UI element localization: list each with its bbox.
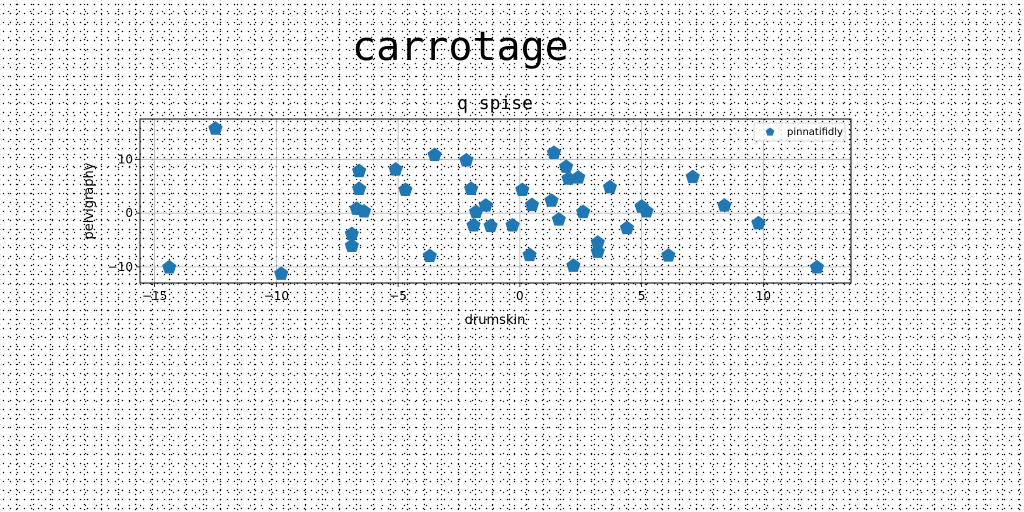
data-point: [571, 170, 586, 184]
page-title: carrotage: [352, 24, 569, 70]
x-tick-label: −10: [264, 289, 289, 303]
y-tick-label: 10: [118, 152, 133, 166]
data-point: [422, 248, 437, 263]
data-point: [427, 147, 442, 162]
data-point: [717, 198, 732, 212]
data-point: [619, 220, 635, 235]
data-point: [464, 181, 479, 195]
data-point: [352, 163, 367, 178]
data-point: [515, 182, 530, 197]
data-point: [505, 217, 520, 232]
data-point: [561, 171, 576, 185]
data-point: [546, 145, 562, 159]
data-point: [639, 203, 654, 218]
data-point: [208, 121, 223, 135]
x-tick-label: 10: [756, 289, 771, 303]
x-tick-label: −15: [142, 289, 167, 303]
legend-box: [753, 122, 846, 142]
data-point: [483, 218, 498, 233]
data-point: [352, 181, 367, 195]
data-point: [590, 244, 605, 258]
y-tick-label: −10: [108, 260, 133, 274]
grid: [140, 119, 851, 283]
data-point: [162, 259, 177, 274]
data-point: [459, 152, 474, 167]
y-axis-label: pelvigraphy: [82, 162, 97, 239]
axis-ticks: −15 −10 −5 0 5 10 −10 0 10: [108, 152, 771, 303]
plot-area-frame: [139, 118, 852, 284]
data-point: [478, 198, 493, 212]
legend-marker-icon: [765, 127, 775, 136]
data-point: [566, 258, 581, 272]
data-point: [274, 266, 289, 280]
data-point: [576, 204, 591, 219]
data-point: [661, 248, 676, 262]
data-point: [524, 197, 540, 212]
x-tick-label: 0: [516, 289, 524, 303]
data-point: [466, 217, 481, 232]
x-tick-label: −5: [389, 289, 407, 303]
legend-label: pinnatifidly: [787, 127, 843, 138]
data-point: [751, 215, 766, 230]
data-points: [162, 121, 825, 280]
data-point: [590, 235, 605, 249]
data-point: [602, 179, 618, 194]
data-point: [388, 162, 403, 176]
data-point: [468, 204, 484, 219]
data-point: [344, 226, 359, 241]
x-axis-label: drumskin: [465, 313, 526, 328]
data-point: [685, 169, 700, 184]
legend: pinnatifidly: [753, 122, 846, 142]
data-point: [558, 159, 574, 173]
y-tick-label: 0: [125, 206, 133, 220]
chart-title: q spise: [457, 93, 533, 114]
data-point: [551, 212, 566, 226]
data-point: [344, 238, 359, 252]
legend-marker: [765, 127, 775, 136]
data-point: [398, 182, 413, 197]
x-tick-label: 5: [638, 289, 646, 303]
data-point: [356, 203, 372, 218]
data-point: [522, 247, 537, 262]
data-point: [809, 259, 825, 274]
data-point: [544, 193, 559, 207]
